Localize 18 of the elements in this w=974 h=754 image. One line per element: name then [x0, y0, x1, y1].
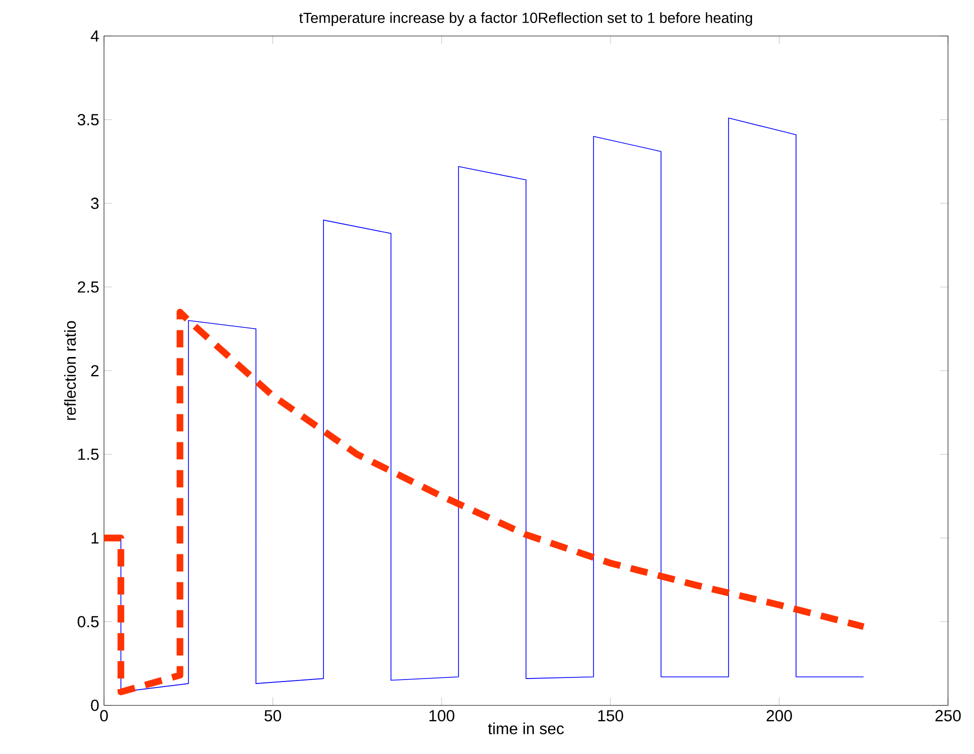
x-tick-label: 50: [264, 710, 282, 722]
y-tick-label: 2: [91, 365, 98, 376]
x-tick-label: 200: [766, 710, 792, 722]
y-tick-label: 3.5: [78, 114, 99, 126]
y-axis-title: reflection ratio: [64, 321, 76, 420]
y-tick-label: 4: [90, 30, 99, 42]
chart-title: tTemperature increase by a factor 10Reflection set to 1 before heating: [299, 12, 752, 26]
x-tick-label: 100: [429, 710, 454, 722]
y-tick-label: 1: [92, 532, 99, 544]
y-tick-label: 3: [91, 198, 99, 209]
x-tick-label: 150: [598, 710, 624, 722]
x-axis-title: time in sec: [488, 722, 564, 734]
y-tick-label: 0.5: [78, 616, 99, 628]
x-tick-label: 250: [935, 710, 961, 722]
x-tick-label: 0: [100, 710, 108, 722]
y-tick-label: 1.5: [78, 448, 99, 460]
y-tick-label: 0: [91, 700, 99, 711]
y-tick-label: 2.5: [78, 281, 99, 293]
